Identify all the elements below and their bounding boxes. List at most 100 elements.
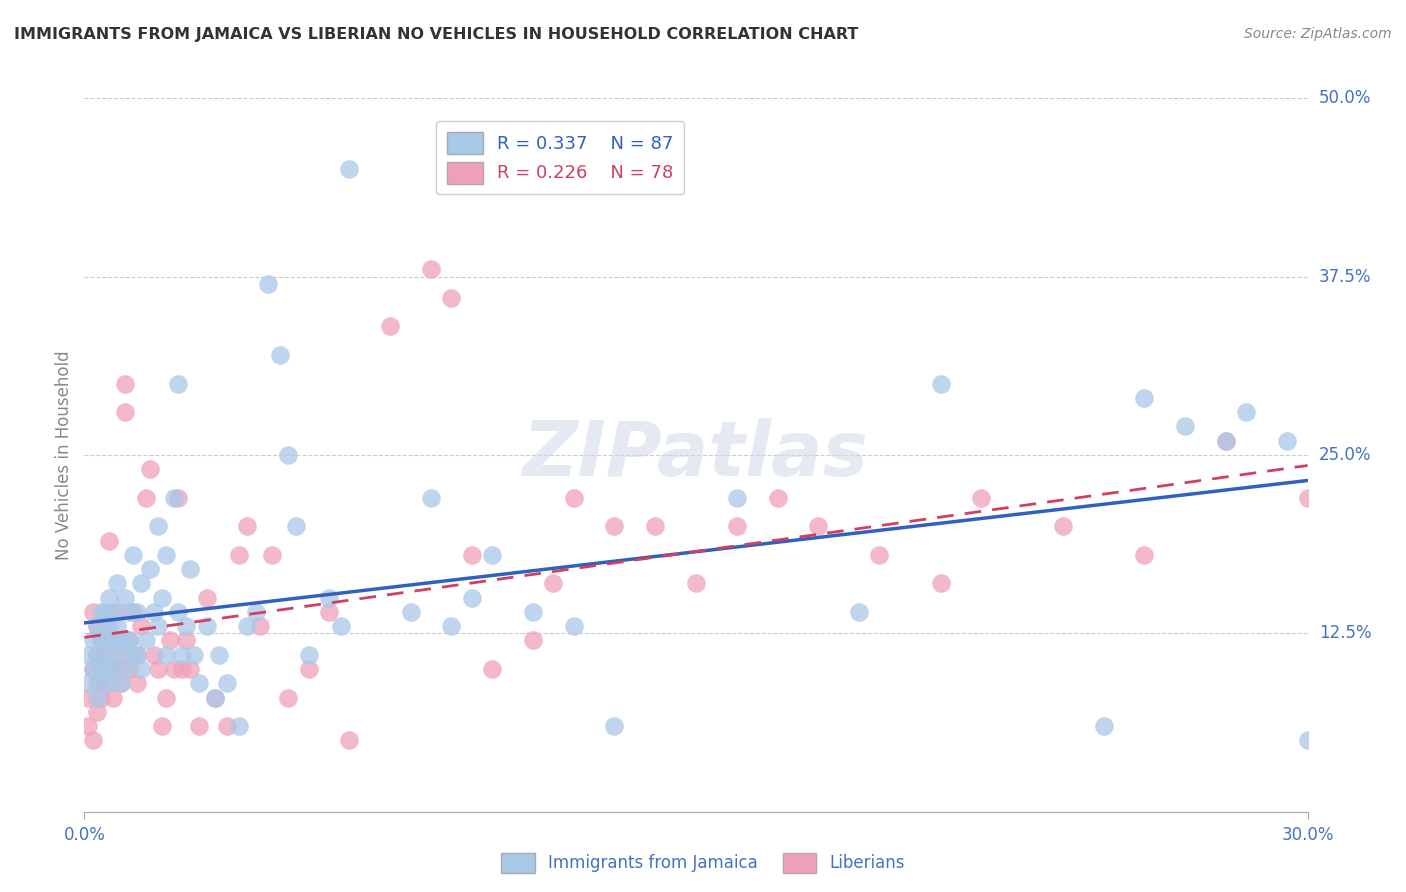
Point: [644, 519, 666, 533]
Point: [110, 633, 132, 648]
Point: [131, 576, 153, 591]
Point: [101, 605, 124, 619]
Point: [159, 633, 181, 648]
Point: [114, 662, 136, 676]
Point: [105, 605, 128, 619]
Point: [82, 733, 104, 747]
Point: [131, 662, 153, 676]
Point: [195, 619, 218, 633]
Point: [339, 733, 360, 747]
Point: [97, 676, 120, 690]
Point: [142, 648, 165, 662]
Point: [766, 491, 789, 505]
Point: [82, 662, 104, 676]
Point: [93, 648, 115, 662]
Point: [204, 690, 226, 705]
Point: [869, 548, 891, 562]
Point: [522, 633, 544, 648]
Point: [172, 648, 194, 662]
Point: [122, 648, 145, 662]
Point: [187, 719, 209, 733]
Point: [970, 491, 993, 505]
Point: [150, 719, 173, 733]
Point: [90, 662, 112, 676]
Point: [167, 491, 190, 505]
Text: IMMIGRANTS FROM JAMAICA VS LIBERIAN NO VEHICLES IN HOUSEHOLD CORRELATION CHART: IMMIGRANTS FROM JAMAICA VS LIBERIAN NO V…: [14, 27, 859, 42]
Point: [138, 462, 160, 476]
Text: Source: ZipAtlas.com: Source: ZipAtlas.com: [1244, 27, 1392, 41]
Point: [1133, 548, 1156, 562]
Text: ZIPatlas: ZIPatlas: [523, 418, 869, 491]
Point: [114, 633, 136, 648]
Point: [90, 633, 112, 648]
Point: [1296, 491, 1319, 505]
Point: [562, 619, 585, 633]
Point: [174, 619, 197, 633]
Point: [118, 662, 141, 676]
Point: [105, 576, 128, 591]
Point: [93, 605, 115, 619]
Point: [1215, 434, 1237, 448]
Point: [146, 519, 169, 533]
Point: [685, 576, 707, 591]
Point: [208, 648, 231, 662]
Point: [236, 619, 259, 633]
Point: [93, 648, 115, 662]
Point: [110, 676, 132, 690]
Point: [105, 619, 128, 633]
Point: [82, 605, 104, 619]
Point: [217, 676, 239, 690]
Point: [127, 648, 149, 662]
Point: [236, 519, 259, 533]
Point: [138, 562, 160, 576]
Point: [127, 676, 149, 690]
Point: [603, 519, 626, 533]
Point: [245, 605, 267, 619]
Point: [179, 562, 201, 576]
Point: [97, 591, 120, 605]
Point: [562, 491, 585, 505]
Point: [122, 548, 145, 562]
Point: [150, 591, 173, 605]
Point: [725, 519, 748, 533]
Point: [90, 662, 112, 676]
Point: [86, 619, 108, 633]
Point: [298, 648, 321, 662]
Point: [167, 376, 190, 391]
Point: [204, 690, 226, 705]
Point: [481, 662, 503, 676]
Point: [1133, 391, 1156, 405]
Point: [318, 591, 340, 605]
Text: 37.5%: 37.5%: [1319, 268, 1371, 285]
Point: [86, 648, 108, 662]
Point: [135, 633, 157, 648]
Point: [101, 633, 124, 648]
Point: [77, 690, 100, 705]
Point: [105, 662, 128, 676]
Point: [155, 690, 177, 705]
Point: [277, 690, 299, 705]
Point: [93, 619, 115, 633]
Point: [101, 633, 124, 648]
Point: [97, 533, 120, 548]
Point: [1275, 434, 1298, 448]
Point: [183, 648, 205, 662]
Point: [217, 719, 239, 733]
Point: [114, 405, 136, 419]
Point: [228, 719, 250, 733]
Point: [285, 519, 308, 533]
Point: [1358, 519, 1381, 533]
Point: [77, 719, 100, 733]
Point: [1316, 462, 1339, 476]
Point: [93, 662, 115, 676]
Point: [142, 605, 165, 619]
Point: [114, 591, 136, 605]
Point: [86, 705, 108, 719]
Point: [1052, 519, 1074, 533]
Point: [135, 491, 157, 505]
Point: [155, 648, 177, 662]
Point: [82, 662, 104, 676]
Point: [163, 662, 186, 676]
Point: [257, 277, 280, 291]
Point: [163, 491, 186, 505]
